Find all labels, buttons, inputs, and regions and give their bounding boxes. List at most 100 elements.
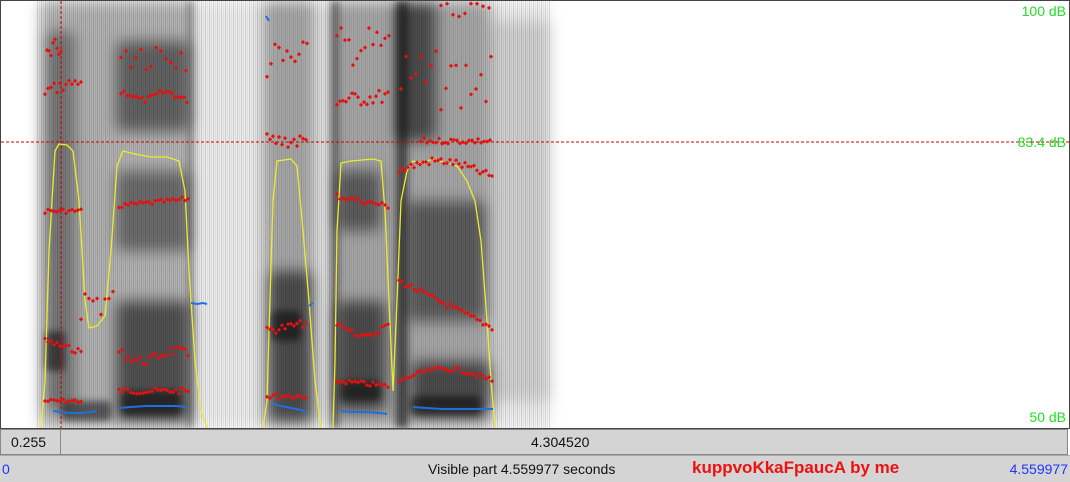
formant-point [185,389,191,394]
formant-point [408,375,414,380]
formant-point [408,282,414,287]
formant-point [56,52,62,57]
formant-point [291,137,297,142]
formant-point [128,359,134,364]
pitch-segment [340,410,388,415]
formant-point [471,313,477,319]
formant-point [373,330,379,336]
formant-point [118,91,124,96]
formant-point [442,140,448,145]
formant-point [285,322,291,327]
formant-point [370,200,376,205]
formant-point [276,327,282,332]
formant-point [486,173,492,178]
formant-point [273,141,279,146]
formant-point [66,78,72,83]
formant-point [417,162,423,167]
formant-point [149,389,155,394]
formant-point [456,161,462,166]
formant-point [418,139,424,144]
formant-point [468,313,474,319]
formant-point [125,202,131,208]
formant-point [429,368,435,374]
formant-point [300,325,306,330]
formant-point [340,323,346,329]
formant-point [444,305,450,310]
formant-point [148,64,154,69]
formant-point [133,55,139,61]
formant-point [146,199,152,205]
formant-point [181,94,187,100]
formant-point [155,355,161,361]
formant-point [149,202,155,207]
formant-point [57,207,63,213]
formant-point [285,144,291,150]
formant-point [459,370,465,375]
formant-point [303,395,309,400]
formant-point [480,322,486,328]
formant-point [168,60,174,65]
formant-point [438,300,444,305]
formant-point [63,82,69,87]
formant-point [421,135,427,141]
formant-point [450,304,456,310]
formant-point [184,100,190,105]
formant-point [399,378,405,383]
time-segment-left[interactable]: 0.255 [1,430,61,454]
formant-point [349,327,355,332]
formant-point [270,327,276,332]
formant-point [408,162,414,167]
formant-point [270,393,276,398]
formant-point [69,82,75,87]
formant-point [456,365,462,370]
formant-point [279,142,285,147]
formant-point [433,140,439,145]
formant-point [282,394,288,400]
formant-point [343,197,349,202]
formant-point [444,161,450,166]
formant-point [158,388,164,393]
formant-point [122,201,128,206]
formant-point [42,92,48,97]
time-selection-bar[interactable]: 0.255 4.304520 [0,429,1068,455]
formant-point [486,374,492,380]
formant-point [483,168,489,173]
formant-point [423,159,429,164]
formant-point [343,326,349,331]
spectrogram-canvas[interactable] [1,1,1069,428]
formant-point [429,292,435,297]
formant-point [471,163,477,168]
formant-point [51,209,57,214]
formant-point [399,166,405,171]
formant-point [146,355,152,360]
formant-point [118,55,124,60]
formant-point [179,346,185,351]
formant-point [69,207,75,212]
formant-point [447,157,453,162]
spectrogram-panel[interactable]: 100 dB 83.4 dB 50 dB [0,0,1070,429]
formant-point [145,94,151,99]
formant-point [138,47,144,52]
formant-point [170,352,176,357]
db-min-label: 50 dB [1028,409,1067,425]
formant-point [48,53,54,58]
pitch-segment [52,410,98,414]
formant-point [426,292,432,298]
formant-point [176,197,182,202]
spectrogram-striation [37,1,551,428]
formant-point [349,195,355,200]
formant-point [163,89,169,94]
status-bar: 0 Visible part 4.559977 seconds kuppvoKk… [0,455,1070,482]
formant-point [396,170,402,175]
pitch-segment [412,406,493,410]
intensity-contour [40,143,496,428]
formant-point [355,380,361,385]
formant-point [294,143,300,149]
time-segment-right[interactable]: 4.304520 [61,430,1067,454]
formant-point [340,379,346,384]
formant-point [483,322,489,327]
formant-point [462,371,468,376]
formant-point [146,389,152,394]
formant-point [486,323,492,329]
formant-point [477,371,483,376]
